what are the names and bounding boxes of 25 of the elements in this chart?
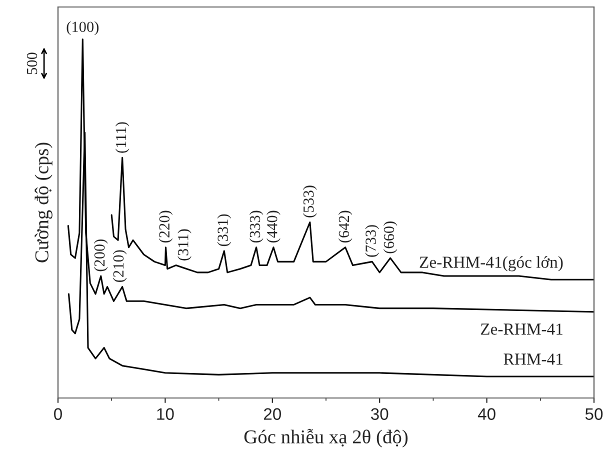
x-tick-label: 10 [157,408,174,420]
annotation: (642) [338,210,352,242]
text: 500 [26,52,38,74]
annotation: (331) [217,214,232,246]
x-tick-label: 20 [264,408,282,420]
annotation: (220) [158,210,173,242]
annotation: (733) [365,225,380,257]
annotation: (100) [66,21,99,36]
x-axis-title: Góc nhiễu xạ 2θ (độ) [244,428,408,448]
annotation: (440) [266,210,280,242]
x-tick-label: 50 [585,408,603,420]
x-tick-label: 40 [478,408,496,420]
y-axis-title: Cường độ (cps) [34,142,52,262]
annotation: (333) [249,210,264,242]
x-tick-label: 0 [54,408,62,420]
annotation: (111) [115,122,130,153]
series-label: Ze-RHM-41(góc lớn) [420,256,563,272]
annotation: (311) [178,229,192,260]
annotation: (210) [112,250,127,282]
series-label: RHM-41 [504,354,562,365]
x-tick-label: 30 [370,408,388,420]
series-label: Ze-RHM-41 [480,324,562,335]
annotation: (533) [302,186,317,218]
annotation: (660) [383,222,398,254]
annotation: (200) [94,239,108,272]
